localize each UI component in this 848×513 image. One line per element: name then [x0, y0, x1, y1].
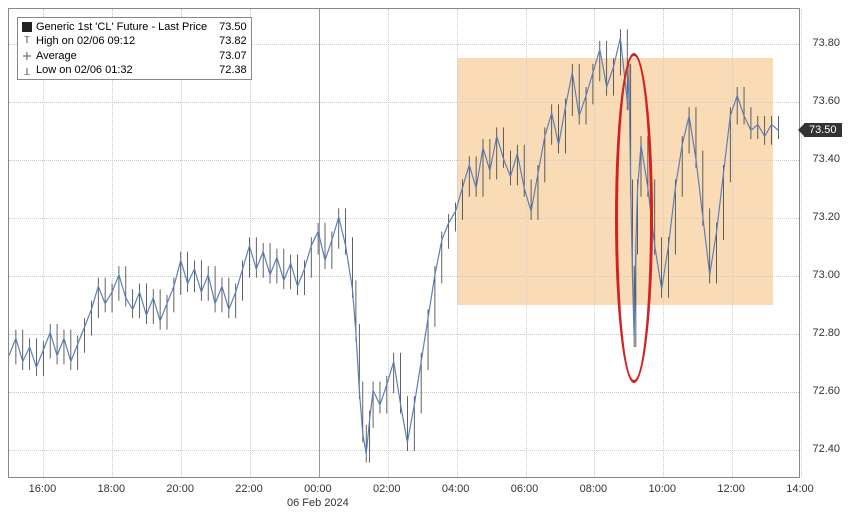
chart-container: Generic 1st 'CL' Future - Last Price 73.…: [0, 0, 848, 513]
x-tick-label: 06:00: [511, 483, 539, 495]
legend-row-high: High on 02/06 09:12 73.82: [22, 34, 247, 48]
legend-box: Generic 1st 'CL' Future - Last Price 73.…: [17, 17, 252, 80]
plot-area: Generic 1st 'CL' Future - Last Price 73.…: [8, 8, 800, 478]
x-tick-label: 12:00: [717, 483, 745, 495]
legend-value: 73.82: [219, 34, 247, 48]
high-marker-icon: [22, 36, 32, 46]
square-icon: [22, 22, 32, 32]
y-tick-label: 73.40: [812, 153, 840, 165]
legend-row-last: Generic 1st 'CL' Future - Last Price 73.…: [22, 20, 247, 34]
legend-label: Average: [36, 49, 207, 63]
x-tick-label: 14:00: [786, 483, 814, 495]
x-date-label: 06 Feb 2024: [287, 497, 349, 509]
legend-label: Low on 02/06 01:32: [36, 63, 207, 77]
y-tick-label: 72.40: [812, 443, 840, 455]
y-tick-label: 72.80: [812, 327, 840, 339]
legend-row-low: Low on 02/06 01:32 72.38: [22, 63, 247, 77]
x-tick-label: 08:00: [580, 483, 608, 495]
x-tick-label: 18:00: [98, 483, 126, 495]
x-tick-label: 02:00: [373, 483, 401, 495]
legend-value: 72.38: [219, 63, 247, 77]
last-price-flag: 73.50: [804, 123, 842, 137]
x-tick-label: 00:00: [304, 483, 332, 495]
legend-value: 73.07: [219, 49, 247, 63]
legend-value: 73.50: [219, 20, 247, 34]
x-tick-label: 04:00: [442, 483, 470, 495]
annotation-ellipse: [615, 53, 653, 384]
x-tick-label: 10:00: [648, 483, 676, 495]
grid-line: [801, 9, 802, 477]
y-tick-label: 73.00: [812, 269, 840, 281]
y-tick-label: 73.60: [812, 95, 840, 107]
x-tick-label: 22:00: [235, 483, 263, 495]
y-tick-label: 73.20: [812, 211, 840, 223]
y-tick-label: 73.80: [812, 37, 840, 49]
x-tick-label: 16:00: [29, 483, 57, 495]
plus-icon: [22, 51, 32, 61]
legend-label: High on 02/06 09:12: [36, 34, 207, 48]
legend-row-avg: Average 73.07: [22, 49, 247, 63]
x-tick-label: 20:00: [166, 483, 194, 495]
legend-label: Generic 1st 'CL' Future - Last Price: [36, 20, 207, 34]
y-tick-label: 72.60: [812, 385, 840, 397]
low-marker-icon: [22, 65, 32, 75]
